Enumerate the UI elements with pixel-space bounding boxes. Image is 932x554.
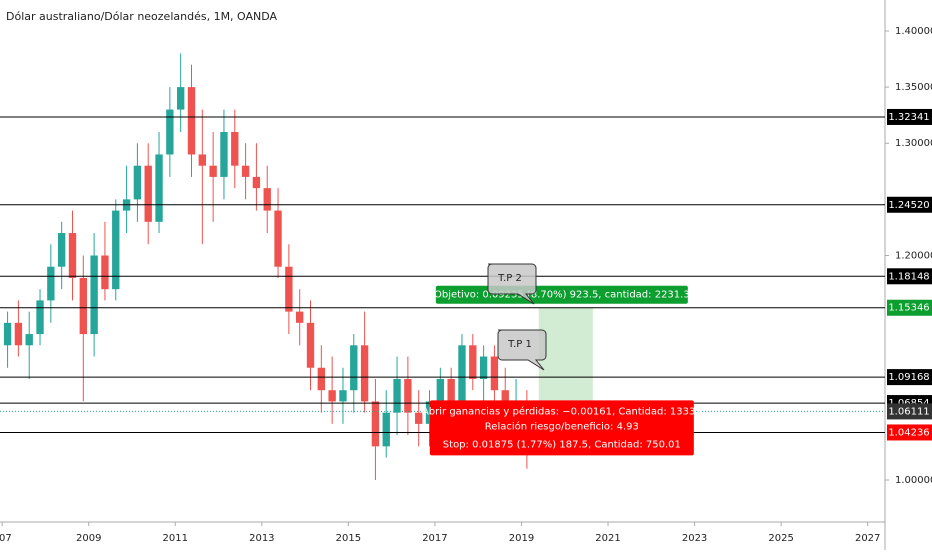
candle-body — [382, 412, 390, 447]
candle-body — [101, 255, 109, 290]
candle-body — [198, 154, 206, 166]
target-zone — [538, 307, 593, 412]
y-tick-label: 1.20000 — [895, 250, 932, 261]
candle-body — [252, 176, 261, 189]
callout-bubble — [487, 263, 537, 305]
candle-body — [350, 345, 358, 391]
candle-body — [404, 378, 412, 413]
x-tick-label: 2017 — [422, 533, 447, 544]
candle-body — [25, 334, 33, 346]
level-label-box — [887, 369, 932, 386]
candle-body — [241, 165, 250, 177]
level-label: 1.24520 — [888, 200, 929, 211]
candle-body — [285, 266, 293, 312]
candle-body — [317, 367, 326, 391]
level-label-box — [887, 108, 932, 125]
candle-body — [458, 345, 466, 402]
candle-body — [274, 210, 282, 267]
candle-body — [47, 266, 55, 301]
candle-body — [166, 109, 174, 155]
x-tick-label: 2027 — [855, 533, 880, 544]
candle-body — [187, 87, 196, 155]
x-tick-label: 2025 — [768, 533, 793, 544]
pnl-text: Abrir ganancias y pérdidas: −0.00161, Ca… — [422, 405, 702, 417]
x-tick-label: 2015 — [336, 533, 361, 544]
level-label-box — [887, 424, 932, 441]
callout-bubble — [497, 329, 547, 371]
level-label: 1.15346 — [888, 303, 929, 314]
level-label: 1.04236 — [888, 427, 929, 438]
level-label-box — [887, 268, 932, 285]
candle-body — [177, 87, 185, 110]
x-tick-label: 2023 — [682, 533, 707, 544]
candle-body — [155, 154, 163, 222]
candle-body — [393, 378, 401, 413]
callout-text: T.P 2 — [497, 273, 522, 284]
target-text: Objetivo: 0.09235 (8.70%) 923.5, cantida… — [434, 290, 690, 301]
candle-body — [479, 356, 488, 379]
level-label: 1.18148 — [888, 271, 929, 282]
x-tick-label: 2009 — [76, 533, 101, 544]
callout-text: T.P 1 — [507, 339, 532, 350]
level-label: 1.32341 — [888, 112, 929, 123]
candle-body — [79, 277, 87, 335]
candle-body — [263, 188, 271, 211]
candle-body — [469, 345, 477, 379]
candle-body — [14, 322, 23, 346]
chart-title: Dólar australiano/Dólar neozelandés, 1M,… — [6, 10, 278, 23]
x-tick-label: 2013 — [249, 533, 274, 544]
ratio-text: Relación riesgo/beneficio: 4.93 — [485, 420, 639, 432]
candle-body — [144, 165, 152, 222]
candle-body — [3, 322, 12, 346]
candle-body — [436, 378, 445, 402]
x-tick-label: 2019 — [509, 533, 534, 544]
candle-body — [371, 401, 380, 447]
x-tick-label: 007 — [0, 533, 12, 544]
stop-box-bg — [429, 400, 694, 456]
candle-body — [231, 132, 239, 166]
candle-body — [339, 390, 347, 402]
level-label-box — [887, 196, 932, 213]
x-tick-label: 2011 — [163, 533, 188, 544]
candle-body — [306, 322, 315, 368]
candle-body — [220, 132, 228, 177]
x-tick-label: 2021 — [595, 533, 620, 544]
candle-body — [360, 345, 369, 402]
candle-body — [328, 390, 336, 402]
candle-body — [112, 210, 120, 290]
candle-body — [490, 356, 499, 391]
candle-body — [68, 233, 77, 278]
level-label-box — [887, 299, 932, 316]
candle-body — [296, 311, 304, 323]
y-tick-label: 1.30000 — [895, 138, 932, 149]
candle-body — [133, 165, 142, 200]
level-label: 1.09168 — [888, 372, 929, 383]
candle-body — [90, 255, 98, 335]
candle-body — [209, 165, 217, 177]
candle-body — [36, 300, 44, 335]
candle-body — [425, 401, 434, 424]
current-price-box — [887, 403, 932, 420]
y-tick-label: 1.40000 — [895, 26, 932, 37]
candle-body — [57, 233, 66, 267]
candle-body — [447, 378, 455, 402]
current-price-label: 1.06111 — [888, 406, 929, 417]
stop-text: Stop: 0.01875 (1.77%) 187.5, Cantidad: 7… — [443, 439, 681, 450]
y-tick-label: 1.35000 — [895, 82, 932, 93]
candle-body — [415, 412, 423, 424]
